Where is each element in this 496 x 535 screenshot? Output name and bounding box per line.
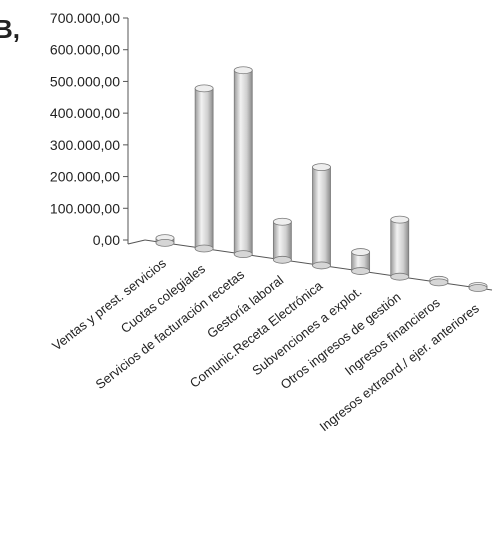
- bar: [272, 217, 292, 264]
- panel-label: B,: [0, 14, 20, 44]
- bar: [194, 84, 214, 253]
- y-tick-label: 200.000,00: [50, 169, 120, 185]
- bar: [233, 66, 253, 259]
- y-tick-label: 700.000,00: [50, 10, 120, 26]
- floor-corner-line: [127, 239, 146, 245]
- bar: [468, 282, 488, 292]
- y-tick-label: 100.000,00: [50, 200, 120, 216]
- y-axis-ticks: 700.000,00 600.000,00 500.000,00 400.000,00…: [50, 10, 128, 248]
- bar: [155, 234, 175, 247]
- bar: [351, 248, 371, 275]
- y-tick-label: 0,00: [93, 232, 120, 248]
- y-tick-label: 400.000,00: [50, 105, 120, 121]
- bar: [429, 275, 449, 287]
- bar: [312, 163, 331, 270]
- y-tick-label: 300.000,00: [50, 137, 120, 153]
- y-tick-label: 600.000,00: [50, 42, 120, 58]
- chart-bars: [155, 66, 488, 292]
- chart-axes: [127, 18, 493, 291]
- y-tick-label: 500.000,00: [50, 73, 120, 89]
- bar: [390, 215, 410, 281]
